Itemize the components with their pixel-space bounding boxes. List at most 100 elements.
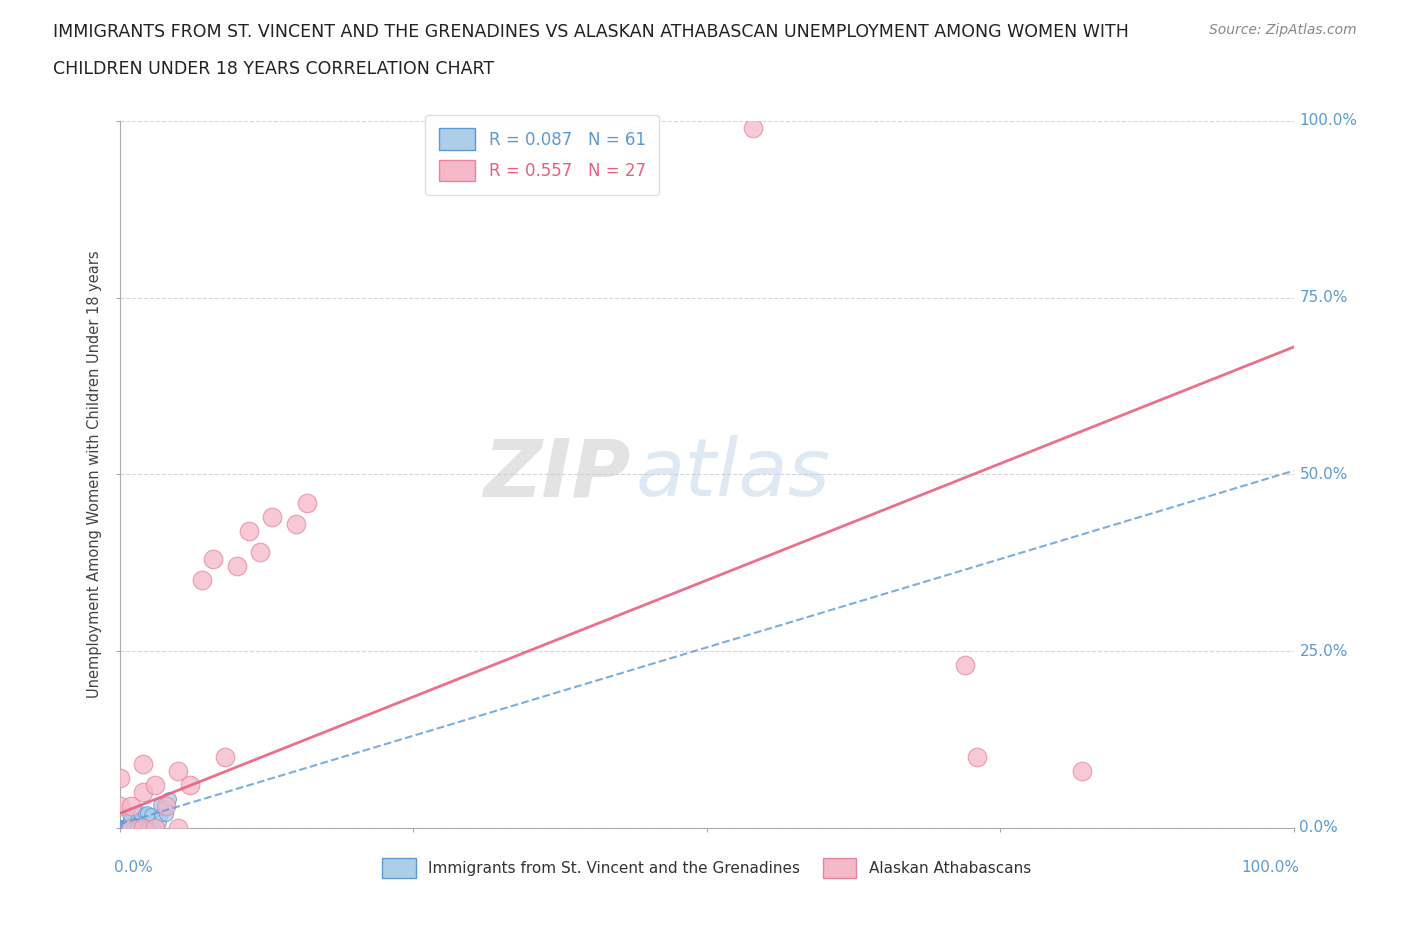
Point <box>108 771 131 786</box>
Point <box>143 777 166 792</box>
Point <box>132 820 155 835</box>
Point <box>157 791 180 806</box>
Text: atlas: atlas <box>636 435 831 513</box>
Point <box>297 495 319 510</box>
Point <box>110 821 132 836</box>
Point <box>149 807 172 822</box>
Point <box>1071 764 1094 778</box>
Point <box>112 821 135 836</box>
Point <box>238 524 260 538</box>
Point <box>149 798 172 813</box>
Point <box>132 757 155 772</box>
Point <box>124 821 146 836</box>
Point <box>155 800 177 815</box>
Point <box>107 821 129 836</box>
Point <box>262 510 284 525</box>
Point <box>167 820 190 835</box>
Point <box>138 820 160 835</box>
Point <box>110 819 132 834</box>
Point <box>108 820 131 835</box>
Point <box>120 814 142 829</box>
Y-axis label: Unemployment Among Women with Children Under 18 years: Unemployment Among Women with Children U… <box>87 250 103 698</box>
Point <box>105 820 128 835</box>
Point <box>118 820 141 835</box>
Point <box>107 820 129 835</box>
Point <box>111 821 134 836</box>
Text: IMMIGRANTS FROM ST. VINCENT AND THE GRENADINES VS ALASKAN ATHABASCAN UNEMPLOYMEN: IMMIGRANTS FROM ST. VINCENT AND THE GREN… <box>53 23 1129 41</box>
Point <box>141 814 163 829</box>
Text: 75.0%: 75.0% <box>1299 290 1348 305</box>
Text: Source: ZipAtlas.com: Source: ZipAtlas.com <box>1209 23 1357 37</box>
Point <box>107 821 129 836</box>
Point <box>132 785 155 800</box>
Point <box>143 820 166 835</box>
Point <box>120 820 142 835</box>
Point <box>624 127 647 142</box>
Point <box>127 819 149 834</box>
Point <box>134 806 156 821</box>
Text: 0.0%: 0.0% <box>1299 820 1339 835</box>
Point <box>105 820 128 835</box>
Point <box>966 750 988 764</box>
Point <box>167 764 190 778</box>
Text: ZIP: ZIP <box>482 435 630 513</box>
Text: 100.0%: 100.0% <box>1241 859 1299 874</box>
Point <box>135 820 157 835</box>
Point <box>128 815 150 830</box>
Point <box>120 799 142 814</box>
Point <box>129 813 152 828</box>
Point <box>190 573 212 588</box>
Point <box>110 821 132 836</box>
Text: 100.0%: 100.0% <box>1299 113 1357 128</box>
Point <box>225 559 249 574</box>
Text: CHILDREN UNDER 18 YEARS CORRELATION CHART: CHILDREN UNDER 18 YEARS CORRELATION CHAR… <box>53 60 495 78</box>
Legend: Immigrants from St. Vincent and the Grenadines, Alaskan Athabascans: Immigrants from St. Vincent and the Gren… <box>375 852 1038 883</box>
Text: 25.0%: 25.0% <box>1299 644 1348 658</box>
Point <box>108 799 131 814</box>
Point <box>107 819 129 834</box>
Point <box>155 806 177 821</box>
Point <box>284 516 307 531</box>
Point <box>107 819 129 834</box>
Point <box>139 807 162 822</box>
Point <box>115 820 138 835</box>
Point <box>155 799 177 814</box>
Point <box>136 805 159 820</box>
Text: 0.0%: 0.0% <box>114 859 152 874</box>
Point <box>120 812 142 827</box>
Point <box>125 813 148 828</box>
Point <box>117 820 139 835</box>
Point <box>179 777 201 792</box>
Point <box>148 815 170 830</box>
Point <box>134 820 156 835</box>
Point <box>143 820 166 835</box>
Point <box>121 812 143 827</box>
Point <box>108 821 131 836</box>
Point <box>112 821 135 836</box>
Point <box>125 820 148 835</box>
Point <box>214 750 236 764</box>
Point <box>110 821 132 836</box>
Point <box>115 821 138 836</box>
Point <box>742 121 765 136</box>
Point <box>202 551 225 566</box>
Point <box>953 658 976 672</box>
Point <box>134 813 156 828</box>
Point <box>108 819 131 834</box>
Point <box>118 820 141 835</box>
Point <box>120 821 142 836</box>
Point <box>111 821 134 836</box>
Point <box>108 820 131 835</box>
Text: 50.0%: 50.0% <box>1299 467 1348 482</box>
Point <box>110 820 132 835</box>
Point <box>129 805 152 820</box>
Point <box>107 821 129 836</box>
Point <box>110 820 132 835</box>
Point <box>118 806 141 821</box>
Point <box>249 545 271 560</box>
Point <box>131 821 153 836</box>
Point <box>110 819 132 834</box>
Point <box>108 820 131 835</box>
Point <box>120 820 142 835</box>
Point <box>108 820 131 835</box>
